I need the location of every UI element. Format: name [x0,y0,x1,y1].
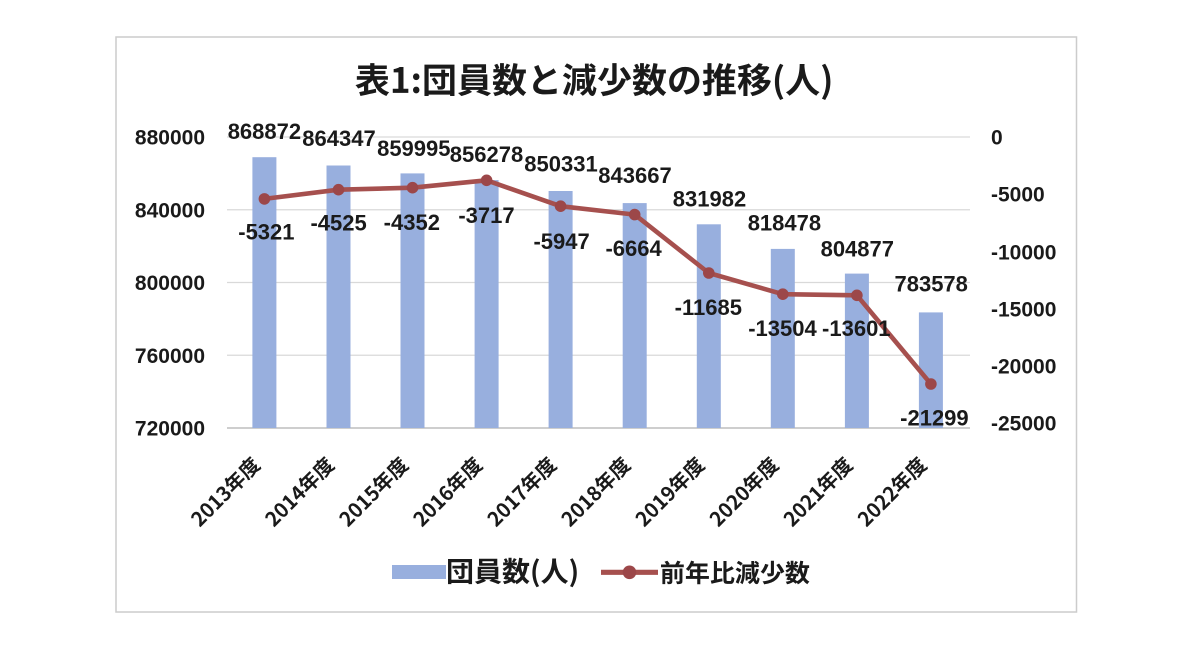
svg-text:-4525: -4525 [310,211,366,236]
svg-text:804877: 804877 [821,236,894,261]
svg-text:-5000: -5000 [991,184,1045,207]
svg-text:-10000: -10000 [991,242,1056,265]
svg-text:-20000: -20000 [991,356,1056,379]
svg-text:856278: 856278 [450,142,523,167]
svg-text:868872: 868872 [228,119,301,144]
svg-text:818478: 818478 [748,211,821,236]
svg-text:831982: 831982 [673,187,746,212]
svg-text:-11685: -11685 [675,295,742,320]
svg-text:760000: 760000 [135,345,205,368]
svg-text:-25000: -25000 [991,413,1056,436]
svg-text:-15000: -15000 [991,299,1056,322]
svg-text:-13504: -13504 [748,316,817,341]
svg-text:-5321: -5321 [238,219,294,244]
svg-text:-5947: -5947 [533,229,589,254]
svg-text:-6664: -6664 [605,236,662,261]
svg-text:864347: 864347 [302,126,375,151]
svg-text:880000: 880000 [135,127,205,150]
svg-text:720000: 720000 [135,418,205,441]
svg-text:840000: 840000 [135,199,205,222]
svg-text:-13601: -13601 [822,316,891,341]
svg-text:859995: 859995 [377,136,450,161]
svg-text:800000: 800000 [135,272,205,295]
svg-text:-4352: -4352 [384,210,440,235]
svg-text:-21299: -21299 [900,405,969,430]
svg-text:0: 0 [991,127,1003,150]
svg-text:-3717: -3717 [458,203,514,228]
svg-text:843667: 843667 [598,163,671,188]
svg-text:783578: 783578 [894,272,967,297]
svg-text:850331: 850331 [524,151,597,176]
